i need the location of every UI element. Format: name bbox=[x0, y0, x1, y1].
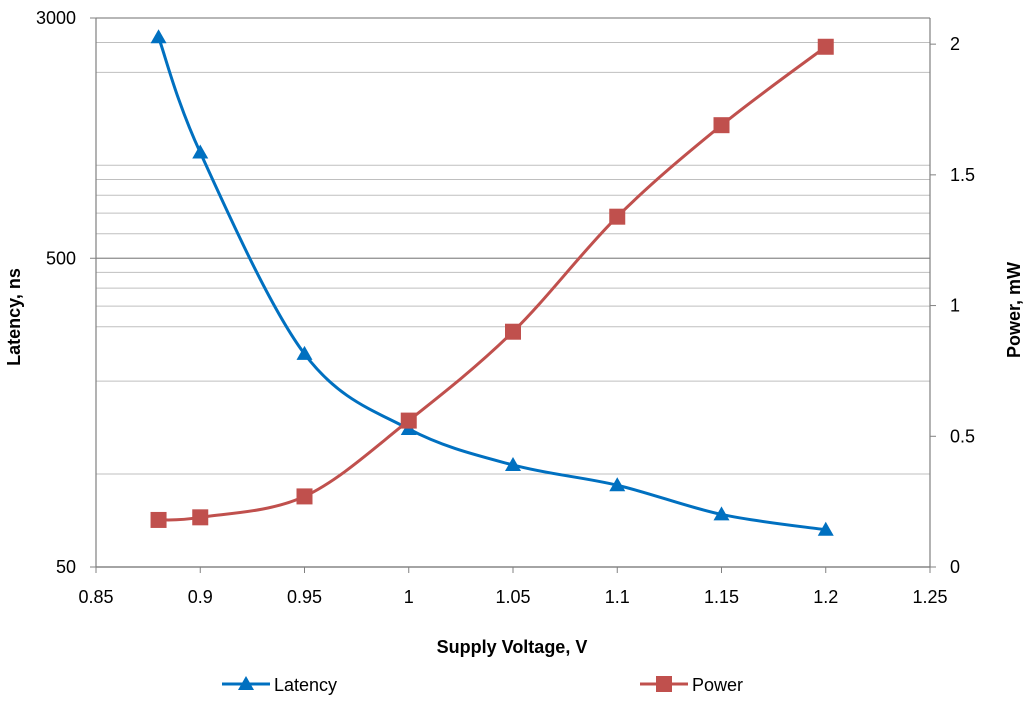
x-tick-label: 1.05 bbox=[495, 587, 530, 607]
y-right-tick-label: 0 bbox=[950, 557, 960, 577]
x-tick-label: 0.85 bbox=[78, 587, 113, 607]
power-data-point bbox=[150, 511, 167, 528]
power-data-point bbox=[400, 412, 417, 429]
x-tick-label: 1.25 bbox=[912, 587, 947, 607]
power-data-point bbox=[713, 117, 730, 134]
latency-data-point bbox=[296, 345, 313, 360]
series bbox=[150, 29, 834, 536]
y-left-tick-label: 50 bbox=[56, 557, 76, 577]
y-right-tick-label: 2 bbox=[950, 34, 960, 54]
x-tick-label: 1.15 bbox=[704, 587, 739, 607]
power-legend-label: Power bbox=[692, 675, 743, 695]
x-tick-label: 1 bbox=[404, 587, 414, 607]
legend: Latency Power bbox=[222, 675, 743, 695]
tick-labels: 0.85 0.9 0.95 1 1.05 1.1 1.15 1.2 1.25 50 500 3000 0… bbox=[36, 8, 975, 607]
y-right-tick-label: 0.5 bbox=[950, 426, 975, 446]
power-legend-marker bbox=[656, 676, 672, 692]
y-right-axis-title: Power, mW bbox=[1004, 262, 1024, 358]
axes bbox=[90, 17, 936, 573]
latency-data-point bbox=[192, 144, 209, 159]
latency-legend-marker bbox=[238, 676, 254, 690]
latency-data-point bbox=[505, 456, 521, 471]
power-data-point bbox=[609, 208, 626, 225]
x-axis-title: Supply Voltage, V bbox=[437, 637, 588, 657]
x-tick-label: 1.2 bbox=[813, 587, 838, 607]
y-left-tick-label: 3000 bbox=[36, 8, 76, 28]
power-data-point bbox=[192, 509, 209, 526]
y-right-tick-label: 1.5 bbox=[950, 165, 975, 185]
latency-legend-label: Latency bbox=[274, 675, 337, 695]
power-data-point bbox=[817, 38, 834, 55]
x-tick-label: 1.1 bbox=[605, 587, 630, 607]
latency-data-point bbox=[713, 506, 730, 521]
y-left-tick-label: 500 bbox=[46, 248, 76, 268]
latency-data-point bbox=[817, 521, 834, 536]
latency-data-point bbox=[609, 477, 626, 492]
gridlines bbox=[96, 17, 930, 568]
y-right-tick-label: 1 bbox=[950, 296, 960, 316]
y-left-axis-title: Latency, ns bbox=[4, 268, 24, 366]
x-tick-label: 0.95 bbox=[287, 587, 322, 607]
x-tick-label: 0.9 bbox=[188, 587, 213, 607]
power-data-point bbox=[505, 323, 521, 340]
power-data-point bbox=[296, 488, 313, 505]
latency-series-line bbox=[157, 36, 826, 532]
latency-data-point bbox=[150, 29, 167, 44]
